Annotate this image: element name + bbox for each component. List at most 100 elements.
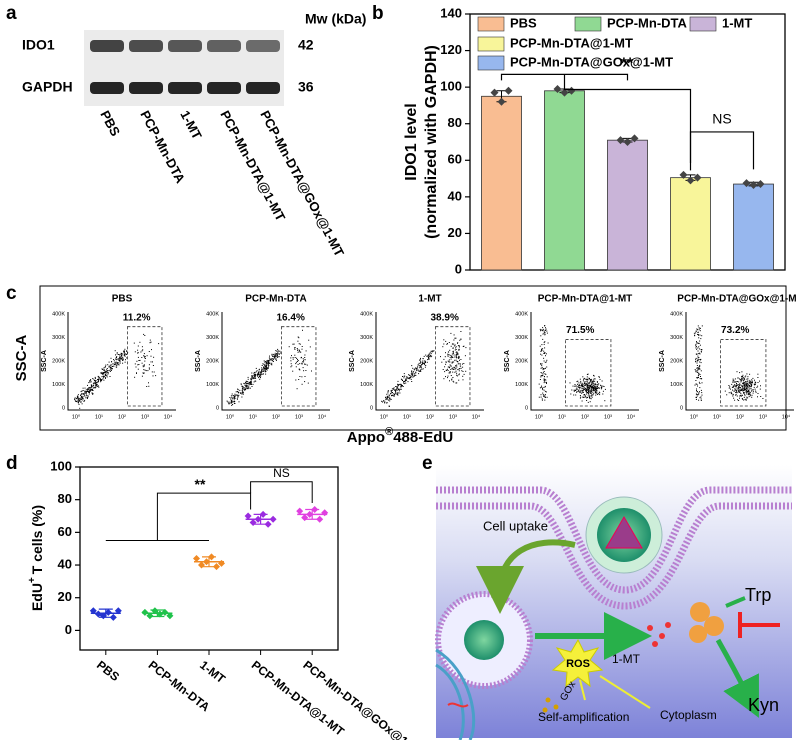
event-dot	[732, 385, 734, 387]
event-dot	[580, 389, 582, 391]
event-dot	[298, 337, 300, 339]
event-dot	[580, 382, 582, 384]
y-tick-label: 80	[448, 115, 462, 130]
event-dot	[738, 390, 740, 391]
y-tick-label: 200K	[206, 358, 219, 364]
band	[207, 40, 241, 52]
event-dot	[594, 385, 596, 387]
event-dot	[452, 357, 454, 358]
event-dot	[591, 389, 593, 391]
event-dot	[742, 379, 744, 381]
y-tick-label: 300K	[670, 335, 683, 341]
event-dot	[597, 384, 599, 386]
event-dot	[452, 371, 454, 373]
event-dot	[290, 360, 292, 362]
event-dot	[451, 355, 453, 357]
event-dot	[739, 391, 741, 393]
event-dot	[79, 407, 81, 409]
event-dot	[426, 355, 428, 357]
annotation: NS	[273, 466, 290, 480]
event-dot	[588, 385, 590, 387]
event-dot	[273, 355, 275, 357]
event-dot	[401, 385, 403, 387]
event-dot	[235, 394, 237, 396]
event-dot	[248, 384, 250, 386]
event-dot	[141, 375, 143, 377]
event-dot	[540, 350, 542, 352]
event-dot	[85, 389, 87, 391]
event-dot	[459, 365, 461, 367]
event-dot	[136, 360, 138, 362]
event-dot	[742, 378, 744, 380]
event-dot	[456, 364, 458, 366]
event-dot	[428, 358, 430, 360]
event-dot	[393, 394, 395, 395]
event-dot	[462, 371, 464, 372]
event-dot	[447, 377, 448, 379]
event-dot	[543, 357, 545, 359]
event-dot	[144, 355, 146, 357]
event-dot	[698, 346, 700, 348]
event-dot	[545, 373, 547, 375]
y-tick-label: 400K	[52, 311, 65, 317]
event-dot	[583, 389, 585, 391]
event-dot	[243, 389, 245, 391]
event-dot	[410, 377, 412, 379]
event-dot	[247, 376, 249, 378]
event-dot	[430, 350, 432, 352]
event-dot	[596, 381, 598, 383]
event-dot	[740, 395, 742, 397]
event-dot	[84, 390, 86, 392]
event-dot	[455, 368, 457, 370]
event-dot	[695, 345, 697, 347]
event-dot	[233, 402, 235, 404]
event-dot	[278, 350, 280, 352]
event-dot	[699, 368, 701, 370]
y-tick-label: 20	[448, 225, 462, 240]
event-dot	[237, 391, 239, 393]
event-dot	[258, 372, 260, 374]
event-dot	[739, 395, 741, 397]
event-dot	[94, 380, 95, 381]
event-dot	[696, 395, 698, 397]
x-tick-label: 10⁰	[226, 413, 235, 420]
event-dot	[575, 385, 577, 387]
event-dot	[123, 350, 124, 352]
event-dot	[591, 396, 593, 398]
event-dot	[544, 373, 546, 375]
event-dot	[542, 394, 544, 396]
event-dot	[102, 374, 104, 375]
row-label: IDO1	[22, 37, 55, 53]
event-dot	[456, 375, 458, 377]
plot-title: PCP-Mn-DTA@1-MT	[538, 294, 633, 305]
event-dot	[701, 335, 703, 337]
event-dot	[544, 352, 546, 354]
enzyme	[689, 625, 707, 643]
event-dot	[593, 382, 594, 384]
event-dot	[84, 394, 86, 396]
pointer	[579, 679, 586, 701]
bar	[670, 177, 711, 271]
event-dot	[109, 366, 111, 368]
event-dot	[122, 362, 124, 364]
event-dot	[277, 350, 279, 352]
event-dot	[141, 362, 143, 364]
event-dot	[138, 360, 140, 361]
event-dot	[260, 373, 262, 375]
event-dot	[271, 364, 273, 366]
event-dot	[445, 352, 446, 354]
event-dot	[296, 348, 298, 349]
event-dot	[735, 385, 737, 386]
event-dot	[92, 393, 94, 395]
event-dot	[450, 375, 452, 376]
event-dot	[593, 387, 595, 389]
event-dot	[754, 388, 756, 390]
event-dot	[594, 384, 596, 386]
event-dot	[268, 361, 270, 363]
event-dot	[418, 373, 420, 375]
event-dot	[697, 394, 699, 396]
event-dot	[453, 366, 455, 368]
event-dot	[544, 385, 546, 387]
event-dot	[422, 358, 424, 360]
event-dot	[148, 351, 150, 352]
